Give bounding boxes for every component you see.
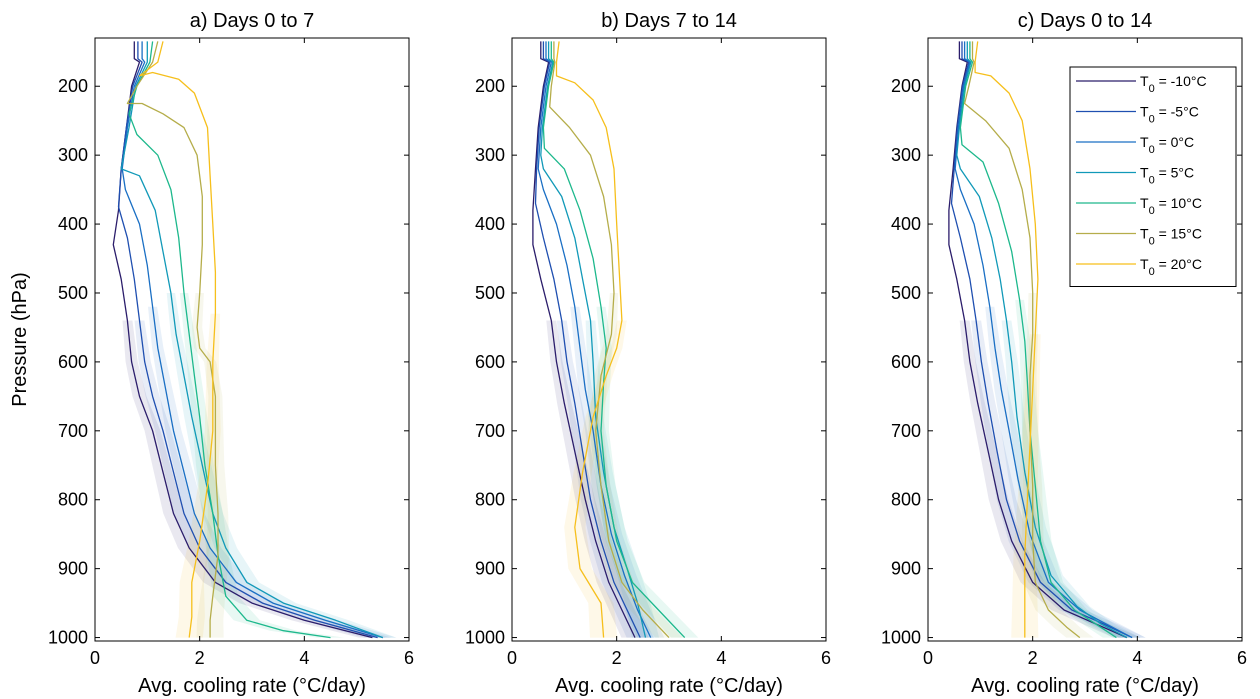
x-tick-label: 4 <box>1132 648 1142 668</box>
x-tick-label: 6 <box>1237 648 1247 668</box>
axes-frame <box>511 37 827 642</box>
panel-a: 0 2 4 6 200 300 400 500 600 700 800 900 1000 a) Days … <box>9 10 414 697</box>
legend-label-6: T0 = 20°C <box>1140 256 1202 278</box>
legend-label-5: T0 = 15°C <box>1140 226 1202 248</box>
series-line-t0-15-c <box>963 41 1081 639</box>
series-line-t0-10-c <box>112 41 373 639</box>
y-tick-label: 300 <box>58 145 88 165</box>
series-line-t0-15-c <box>126 41 219 638</box>
panel-c: 0 2 4 6 200 300 400 500 600 700 800 900 1000 c) Days … <box>881 10 1247 697</box>
x-tick-label: 2 <box>195 648 205 668</box>
y-tick-label: 800 <box>891 490 921 510</box>
plot-area <box>948 41 1146 639</box>
series-line-t0-5-c <box>534 41 641 638</box>
series-line-t0-0-c <box>537 41 652 638</box>
panel-title: c) Days 0 to 14 <box>1018 10 1153 32</box>
shade-band-t0-10-c <box>179 293 345 638</box>
y-tick-label: 1000 <box>48 628 88 648</box>
x-axis-title: Avg. cooling rate (°C/day) <box>138 675 366 697</box>
series-line-t0-10-c <box>542 41 686 639</box>
series-line-t0-5-c <box>540 41 647 638</box>
series-line-t0-20-c <box>555 41 623 638</box>
axes-frame <box>94 37 410 642</box>
shade-band-t0-20-c <box>175 313 221 638</box>
y-tick-label: 700 <box>58 421 88 441</box>
x-tick-label: 2 <box>1028 648 1038 668</box>
legend-label-2: T0 = 0°C <box>1140 134 1194 156</box>
legend-label-0: T0 = -10°C <box>1140 73 1207 95</box>
axes-frame <box>927 37 1243 642</box>
x-axis-title: Avg. cooling rate (°C/day) <box>555 675 783 697</box>
plot-area <box>112 41 397 639</box>
x-tick-label: 6 <box>821 648 831 668</box>
x-tick-label: 4 <box>716 648 726 668</box>
shade-band-t0-10-c <box>959 320 1141 638</box>
shade-band-t0-15-c <box>191 293 230 638</box>
x-tick-label: 4 <box>299 648 309 668</box>
legend-box <box>1069 66 1237 287</box>
y-tick-label: 900 <box>475 559 505 579</box>
shade-band-t0-5-c <box>971 320 1146 638</box>
y-tick-label: 600 <box>58 352 88 372</box>
legend-label-4: T0 = 10°C <box>1140 195 1202 217</box>
shade-band-t0-5-c <box>1001 320 1141 638</box>
y-axis-title: Pressure (hPa) <box>9 272 31 407</box>
shade-band-t0-10-c <box>122 320 386 638</box>
shade-band-t0-5-c <box>134 320 392 638</box>
legend-label-3: T0 = 5°C <box>1140 165 1194 187</box>
series-line-t0-15-c <box>549 41 670 639</box>
y-tick-label: 600 <box>475 352 505 372</box>
plot-area <box>532 41 699 639</box>
y-tick-label: 800 <box>58 490 88 510</box>
y-tick-label: 600 <box>891 352 921 372</box>
x-tick-label: 0 <box>90 648 100 668</box>
series-line-t0-10-c <box>532 41 636 638</box>
shade-band-t0-20-c <box>564 320 627 638</box>
y-tick-label: 700 <box>891 421 921 441</box>
x-tick-label: 0 <box>923 648 933 668</box>
x-axis-title: Avg. cooling rate (°C/day) <box>971 675 1199 697</box>
series-line-t0-5-c <box>956 41 1128 639</box>
shade-band-t0-5-c <box>556 320 654 638</box>
legend: T0 = -10°C T0 = -5°C T0 = 0°C T0 = 5°C T0 = … <box>1069 66 1237 287</box>
y-tick-label: 900 <box>58 559 88 579</box>
y-tick-label: 800 <box>475 490 505 510</box>
shade-band-t0-15-c <box>1021 293 1094 638</box>
y-tick-label: 300 <box>475 145 505 165</box>
y-tick-label: 1000 <box>465 628 505 648</box>
legend-label-1: T0 = -5°C <box>1140 104 1199 126</box>
x-tick-label: 6 <box>404 648 414 668</box>
y-tick-label: 500 <box>58 283 88 303</box>
series-line-t0-10-c <box>959 41 1117 639</box>
y-tick-label: 400 <box>891 214 921 234</box>
panel-b: 0 2 4 6 200 300 400 500 600 700 800 900 1000 b) Days … <box>465 10 831 697</box>
series-line-t0-20-c <box>138 41 217 638</box>
shade-band-t0-0-c <box>148 306 397 638</box>
x-tick-label: 0 <box>507 648 517 668</box>
y-tick-label: 400 <box>475 214 505 234</box>
y-tick-label: 300 <box>891 145 921 165</box>
y-tick-label: 500 <box>475 283 505 303</box>
panel-title: a) Days 0 to 7 <box>190 10 315 32</box>
y-tick-label: 900 <box>891 559 921 579</box>
shade-band-t0-20-c <box>1011 334 1041 638</box>
y-tick-label: 700 <box>475 421 505 441</box>
y-tick-label: 200 <box>475 76 505 96</box>
y-tick-label: 1000 <box>881 628 921 648</box>
series-line-t0-10-c <box>128 41 331 639</box>
shade-band-t0-10-c <box>593 306 699 638</box>
x-tick-label: 2 <box>612 648 622 668</box>
series-line-t0-20-c <box>974 41 1039 638</box>
y-tick-label: 500 <box>891 283 921 303</box>
series-line-t0-5-c <box>950 41 1133 639</box>
series-line-t0-0-c <box>954 41 1133 639</box>
y-tick-label: 400 <box>58 214 88 234</box>
y-tick-label: 200 <box>891 76 921 96</box>
shade-band-t0-10-c <box>546 320 649 638</box>
y-tick-label: 200 <box>58 76 88 96</box>
panel-title: b) Days 7 to 14 <box>601 10 737 32</box>
shade-band-t0-5-c <box>166 293 397 638</box>
